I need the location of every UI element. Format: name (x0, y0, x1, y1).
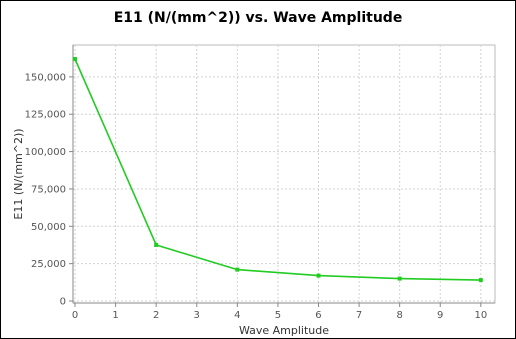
x-tick-label: 1 (112, 310, 118, 321)
y-tick-label: 125,000 (25, 110, 66, 121)
data-point (235, 267, 240, 272)
axes (69, 45, 495, 307)
y-axis-label: E11 (N/(mm^2)) (12, 128, 25, 219)
x-tick-label: 4 (234, 310, 240, 321)
y-tick-label: 75,000 (31, 184, 66, 195)
x-tick-label: 10 (474, 310, 487, 321)
x-tick-label: 9 (437, 310, 443, 321)
x-tick-label: 0 (72, 310, 78, 321)
chart-title: E11 (N/(mm^2)) vs. Wave Amplitude (113, 10, 403, 26)
y-tick-label: 100,000 (25, 147, 66, 158)
tick-labels: 0 1 2 3 4 5 6 7 8 9 10 0 25,000 50,000 75,000 100,000 12… (25, 72, 488, 321)
data-point (154, 242, 159, 247)
series-line (74, 58, 481, 281)
grid-lines (73, 45, 495, 303)
plot-area (72, 44, 496, 304)
x-tick-label: 3 (194, 310, 200, 321)
x-tick-label: 8 (396, 310, 402, 321)
x-tick-label: 5 (275, 310, 281, 321)
data-point (397, 276, 402, 281)
x-tick-label: 2 (153, 310, 159, 321)
series-group (73, 56, 483, 283)
y-tick-label: 0 (60, 297, 66, 308)
data-point (316, 273, 321, 278)
y-tick-label: 150,000 (25, 72, 66, 83)
x-tick-label: 6 (315, 310, 321, 321)
data-point (478, 278, 483, 283)
x-axis-label: Wave Amplitude (239, 324, 329, 337)
y-tick-label: 25,000 (31, 259, 66, 270)
y-tick-label: 50,000 (31, 222, 66, 233)
data-point (73, 56, 77, 61)
x-tick-label: 7 (356, 310, 362, 321)
